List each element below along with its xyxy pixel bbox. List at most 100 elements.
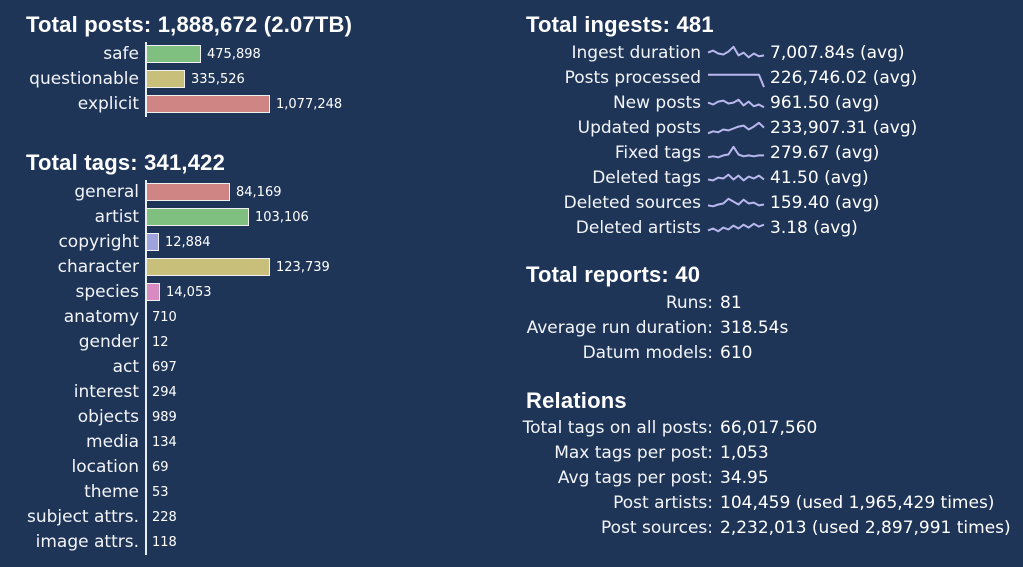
sparkline: [707, 222, 765, 233]
sparkline-line: [707, 173, 765, 182]
sparkline-line: [707, 45, 765, 59]
sparkline: [707, 197, 765, 208]
stat-value: 104,459 (used 1,965,429 times): [720, 493, 995, 513]
bar-value: 118: [152, 535, 177, 550]
stat-key: Total tags on all posts:: [522, 418, 713, 438]
tags-row-subject-attrs: subject attrs. 228: [0, 505, 470, 530]
sparkline: [707, 173, 765, 182]
stat-key: Post sources:: [600, 518, 713, 538]
ingest-row-ingest-duration: Ingest duration 7,007.84s (avg): [470, 41, 1023, 66]
ingest-label: Ingest duration: [571, 43, 701, 63]
ingest-row-deleted-sources: Deleted sources 159.40 (avg): [470, 191, 1023, 216]
bar: [146, 283, 160, 301]
tags-row-objects: objects 989: [0, 405, 470, 430]
stat-key: Average run duration:: [526, 318, 713, 338]
bar-value: 134: [152, 435, 177, 450]
relations-row-total-tags-on-all-posts: Total tags on all posts: 66,017,560: [470, 416, 1023, 441]
stat-value: 318.54s: [720, 318, 789, 338]
bar-value: 1,077,248: [276, 97, 343, 112]
bar-label: gender: [78, 332, 139, 352]
bar: [146, 208, 249, 226]
sparkline-line: [707, 145, 764, 159]
stat-key: Runs:: [665, 293, 713, 313]
stat-key: Datum models:: [582, 343, 713, 363]
ingest-row-new-posts: New posts 961.50 (avg): [470, 91, 1023, 116]
sparkline-line: [707, 197, 765, 208]
ingest-value: 279.67 (avg): [770, 143, 880, 163]
bar: [146, 95, 270, 113]
posts-row-questionable: questionable 335,526: [0, 67, 470, 92]
bar-label: interest: [73, 382, 139, 402]
ingest-row-fixed-tags: Fixed tags 279.67 (avg): [470, 141, 1023, 166]
stat-key: Post artists:: [613, 493, 713, 513]
posts-row-safe: safe 475,898: [0, 42, 470, 67]
ingest-value: 159.40 (avg): [770, 193, 880, 213]
bar-value: 710: [152, 310, 177, 325]
bar-axis: [145, 530, 147, 555]
bar-value: 228: [152, 510, 177, 525]
bar-value: 12,884: [165, 235, 211, 250]
bar-axis: [145, 405, 147, 430]
stat-key: Avg tags per post:: [557, 468, 713, 488]
tags-row-image-attrs: image attrs. 118: [0, 530, 470, 555]
ingests-heading: Total ingests: 481: [526, 12, 714, 37]
ingest-label: Deleted tags: [592, 168, 701, 188]
ingest-label: Fixed tags: [614, 143, 701, 163]
stat-key: Max tags per post:: [554, 443, 713, 463]
tags-row-species: species 14,053: [0, 280, 470, 305]
posts-row-explicit: explicit 1,077,248: [0, 92, 470, 117]
bar-value: 989: [152, 410, 177, 425]
bar-value: 475,898: [207, 47, 261, 62]
bar: [146, 183, 230, 201]
tags-row-artist: artist 103,106: [0, 205, 470, 230]
sparkline: [708, 73, 765, 88]
bar-label: explicit: [77, 94, 139, 114]
reports-heading: Total reports: 40: [526, 262, 701, 287]
bar-label: location: [71, 457, 139, 477]
bar-axis: [145, 480, 147, 505]
tags-row-general: general 84,169: [0, 180, 470, 205]
bar-value: 123,739: [276, 260, 330, 275]
relations-row-avg-tags-per-post: Avg tags per post: 34.95: [470, 466, 1023, 491]
ingest-row-deleted-tags: Deleted tags 41.50 (avg): [470, 166, 1023, 191]
bar-label: objects: [77, 407, 139, 427]
bar-value: 697: [152, 360, 177, 375]
bar-value: 69: [152, 460, 169, 475]
bar-value: 103,106: [255, 210, 309, 225]
relations-heading: Relations: [526, 388, 627, 413]
tags-row-media: media 134: [0, 430, 470, 455]
ingest-value: 3.18 (avg): [770, 218, 858, 238]
ingest-label: Posts processed: [564, 68, 701, 88]
bar: [146, 45, 201, 63]
bar-axis: [145, 455, 147, 480]
sparkline-line: [707, 98, 765, 109]
posts-heading: Total posts: 1,888,672 (2.07TB): [26, 12, 353, 37]
bar-label: anatomy: [63, 307, 139, 327]
relations-row-post-sources: Post sources: 2,232,013 (used 2,897,991 t…: [470, 516, 1023, 541]
sparkline: [707, 121, 765, 135]
bar-value: 12: [152, 335, 169, 350]
ingest-row-deleted-artists: Deleted artists 3.18 (avg): [470, 216, 1023, 241]
bar: [146, 258, 270, 276]
bar-label: questionable: [29, 69, 139, 89]
bar-value: 335,526: [191, 72, 245, 87]
sparkline: [707, 98, 765, 109]
bar-label: theme: [84, 482, 139, 502]
ingest-value: 41.50 (avg): [770, 168, 869, 188]
bar-label: media: [86, 432, 139, 452]
tags-row-anatomy: anatomy 710: [0, 305, 470, 330]
ingest-label: Deleted sources: [563, 193, 701, 213]
bar-value: 294: [152, 385, 177, 400]
ingest-row-updated-posts: Updated posts 233,907.31 (avg): [470, 116, 1023, 141]
bar-label: artist: [94, 207, 139, 227]
bar-value: 14,053: [166, 285, 212, 300]
bar-axis: [145, 355, 147, 380]
ingest-label: Deleted artists: [575, 218, 701, 238]
ingest-value: 7,007.84s (avg): [770, 43, 905, 63]
bar-label: act: [112, 357, 139, 377]
bar-label: species: [75, 282, 140, 302]
tags-row-location: location 69: [0, 455, 470, 480]
tags-row-theme: theme 53: [0, 480, 470, 505]
reports-row-runs: Runs: 81: [470, 291, 1023, 316]
sparkline: [707, 145, 764, 159]
